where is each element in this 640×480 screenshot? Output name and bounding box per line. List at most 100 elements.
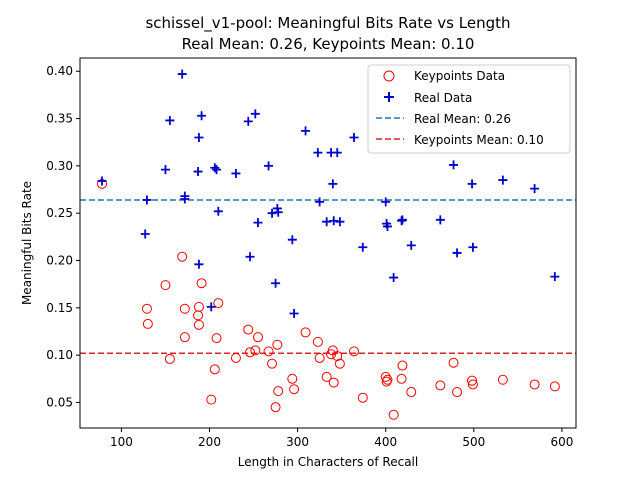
x-tick-label: 600 — [550, 435, 573, 449]
keypoints-point — [243, 324, 254, 335]
keypoints-point — [245, 347, 256, 358]
chart-title-line-1: schissel_v1-pool: Meaningful Bits Rate v… — [145, 14, 510, 33]
keypoints-point — [252, 332, 263, 343]
keypoints-point — [321, 371, 332, 382]
real-point — [193, 167, 203, 177]
y-tick-label: 0.30 — [46, 159, 73, 173]
real-point — [267, 208, 277, 218]
keypoints-point — [230, 352, 241, 363]
real-point — [467, 179, 477, 189]
keypoints-point — [160, 280, 171, 291]
keypoints-point — [196, 278, 207, 289]
keypoints-point — [380, 371, 391, 382]
keypoints-point — [314, 352, 325, 363]
real-point — [322, 217, 332, 227]
real-point — [264, 161, 274, 171]
y-tick-label: 0.20 — [46, 254, 73, 268]
keypoints-point — [272, 339, 283, 350]
real-point — [206, 302, 216, 312]
keypoints-point — [267, 358, 278, 369]
keypoints-point — [142, 318, 153, 329]
real-point — [381, 197, 391, 207]
keypoints-point — [177, 251, 188, 262]
x-tick-label: 100 — [110, 435, 133, 449]
x-tick-label: 300 — [286, 435, 309, 449]
real-point — [210, 163, 220, 173]
real-point — [271, 278, 281, 288]
x-axis-ticks: 100 200 300 400 500 600 — [110, 428, 573, 449]
keypoints-point — [549, 381, 560, 392]
keypoints-point — [193, 301, 204, 312]
legend-keypoints-marker — [383, 70, 395, 82]
keypoints-point — [467, 375, 478, 386]
real-point — [245, 252, 255, 262]
keypoints-point — [193, 319, 204, 330]
keypoints-point — [273, 386, 284, 397]
keypoints-point — [497, 374, 508, 385]
real-point — [253, 218, 263, 228]
real-point — [273, 207, 283, 217]
real-point — [165, 115, 175, 125]
keypoints-point — [388, 409, 399, 420]
real-point — [194, 132, 204, 142]
real-point — [287, 235, 297, 245]
real-point — [197, 111, 207, 121]
keypoints-point — [300, 327, 311, 338]
y-tick-label: 0.10 — [46, 348, 73, 362]
real-point — [449, 160, 459, 170]
keypoints-point — [348, 346, 359, 357]
y-tick-label: 0.40 — [46, 64, 73, 78]
y-axis-label: Meaningful Bits Rate — [20, 181, 34, 305]
keypoints-point — [213, 298, 224, 309]
keypoints-point — [448, 357, 459, 368]
keypoints-point — [206, 394, 217, 405]
real-point — [315, 197, 325, 207]
real-point — [140, 229, 150, 239]
legend-box — [367, 64, 571, 154]
keypoints-point — [357, 392, 368, 403]
real-point — [212, 165, 222, 175]
real-point — [349, 132, 359, 142]
y-axis-ticks: 0.05 0.10 0.15 0.20 0.25 0.30 0.35 0.40 — [46, 64, 80, 409]
real-point — [313, 148, 323, 158]
keypoints-point — [179, 332, 190, 343]
real-point — [550, 272, 560, 282]
real-point — [231, 168, 241, 178]
real-point — [389, 273, 399, 283]
real-point — [213, 206, 223, 216]
keypoints-point — [529, 379, 540, 390]
data-points — [97, 69, 560, 420]
y-tick-label: 0.15 — [46, 301, 73, 315]
real-point — [194, 259, 204, 269]
y-tick-label: 0.05 — [46, 395, 73, 409]
keypoints-point — [289, 384, 300, 395]
real-point — [406, 240, 416, 250]
keypoints-point — [164, 353, 175, 364]
legend-keypoints-label: Keypoints Data — [414, 69, 505, 83]
real-point — [435, 215, 445, 225]
legend-real-mean-label: Real Mean: 0.26 — [414, 112, 511, 126]
keypoints-point — [209, 364, 220, 375]
real-point — [289, 308, 299, 318]
real-point — [301, 126, 311, 136]
x-axis-label: Length in Characters of Recall — [238, 455, 418, 469]
real-point — [97, 176, 107, 186]
keypoints-point — [467, 379, 478, 390]
keypoints-point — [332, 351, 343, 362]
keypoints-point — [334, 358, 345, 369]
keypoints-point — [263, 346, 274, 357]
keypoints-point — [382, 374, 393, 385]
keypoints-point — [141, 303, 152, 314]
real-point — [142, 195, 152, 205]
real-point — [180, 194, 190, 204]
real-point — [498, 175, 508, 185]
x-tick-label: 200 — [198, 435, 221, 449]
keypoints-point — [435, 380, 446, 391]
keypoints-point — [287, 373, 298, 384]
real-point — [328, 179, 338, 189]
real-point — [335, 217, 345, 227]
real-point — [530, 184, 540, 194]
x-tick-label: 400 — [374, 435, 397, 449]
keypoints-point — [270, 402, 281, 413]
